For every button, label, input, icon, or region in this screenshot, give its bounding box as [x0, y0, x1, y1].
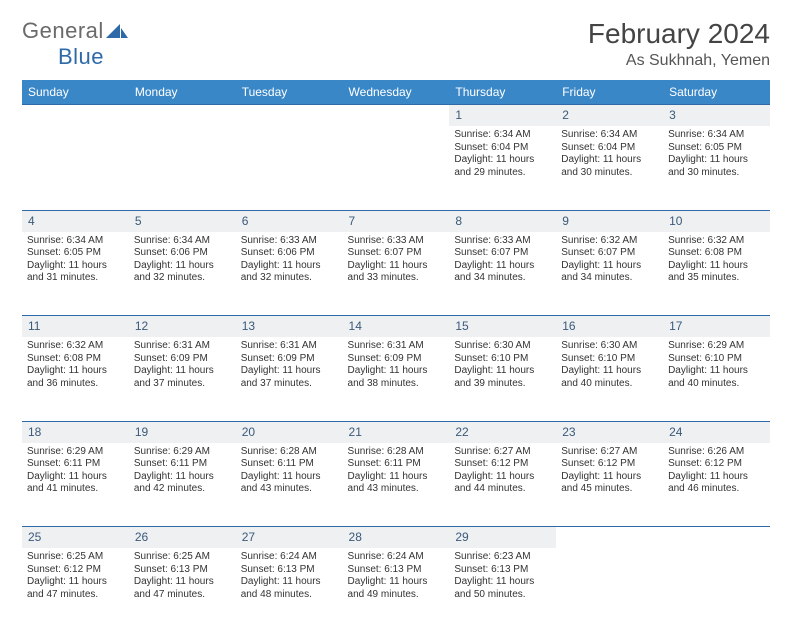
day-cell: Sunrise: 6:31 AMSunset: 6:09 PMDaylight:…: [129, 337, 236, 421]
weekday-header: Monday: [129, 80, 236, 105]
day-cell: Sunrise: 6:34 AMSunset: 6:05 PMDaylight:…: [22, 232, 129, 316]
weekday-header: Friday: [556, 80, 663, 105]
day-cell: [236, 126, 343, 210]
day-number: 18: [22, 421, 129, 443]
day-number: [663, 527, 770, 549]
day-number: [129, 105, 236, 127]
day-cell: Sunrise: 6:34 AMSunset: 6:04 PMDaylight:…: [556, 126, 663, 210]
day-number-row: 11121314151617: [22, 316, 770, 338]
day-cell: Sunrise: 6:33 AMSunset: 6:06 PMDaylight:…: [236, 232, 343, 316]
day-number: 1: [449, 105, 556, 127]
day-number: 10: [663, 210, 770, 232]
logo-text: General Blue: [22, 18, 128, 70]
day-cell: Sunrise: 6:32 AMSunset: 6:07 PMDaylight:…: [556, 232, 663, 316]
weekday-header: Wednesday: [343, 80, 450, 105]
day-cell: Sunrise: 6:32 AMSunset: 6:08 PMDaylight:…: [663, 232, 770, 316]
day-cell: Sunrise: 6:25 AMSunset: 6:12 PMDaylight:…: [22, 548, 129, 632]
day-content-row: Sunrise: 6:32 AMSunset: 6:08 PMDaylight:…: [22, 337, 770, 421]
day-cell: Sunrise: 6:25 AMSunset: 6:13 PMDaylight:…: [129, 548, 236, 632]
day-cell: Sunrise: 6:31 AMSunset: 6:09 PMDaylight:…: [236, 337, 343, 421]
weekday-header: Saturday: [663, 80, 770, 105]
day-cell: Sunrise: 6:28 AMSunset: 6:11 PMDaylight:…: [236, 443, 343, 527]
day-cell: Sunrise: 6:33 AMSunset: 6:07 PMDaylight:…: [449, 232, 556, 316]
weekday-header: Tuesday: [236, 80, 343, 105]
day-number: 15: [449, 316, 556, 338]
day-number: 26: [129, 527, 236, 549]
day-number: 22: [449, 421, 556, 443]
day-cell: [556, 548, 663, 632]
day-number: 9: [556, 210, 663, 232]
day-number: 19: [129, 421, 236, 443]
day-number: [236, 105, 343, 127]
day-cell: Sunrise: 6:29 AMSunset: 6:11 PMDaylight:…: [129, 443, 236, 527]
logo-sail-icon: [106, 18, 128, 32]
weekday-header-row: SundayMondayTuesdayWednesdayThursdayFrid…: [22, 80, 770, 105]
day-cell: Sunrise: 6:33 AMSunset: 6:07 PMDaylight:…: [343, 232, 450, 316]
day-number: 25: [22, 527, 129, 549]
day-number: [343, 105, 450, 127]
day-cell: Sunrise: 6:30 AMSunset: 6:10 PMDaylight:…: [556, 337, 663, 421]
month-title: February 2024: [588, 18, 770, 50]
day-number: 6: [236, 210, 343, 232]
day-cell: Sunrise: 6:34 AMSunset: 6:04 PMDaylight:…: [449, 126, 556, 210]
day-cell: Sunrise: 6:26 AMSunset: 6:12 PMDaylight:…: [663, 443, 770, 527]
day-content-row: Sunrise: 6:25 AMSunset: 6:12 PMDaylight:…: [22, 548, 770, 632]
calendar-table: SundayMondayTuesdayWednesdayThursdayFrid…: [22, 80, 770, 632]
day-number: 2: [556, 105, 663, 127]
day-number: 27: [236, 527, 343, 549]
day-number: 13: [236, 316, 343, 338]
day-number: 24: [663, 421, 770, 443]
day-number: 14: [343, 316, 450, 338]
day-number: 16: [556, 316, 663, 338]
day-number: 7: [343, 210, 450, 232]
day-number-row: 123: [22, 105, 770, 127]
day-cell: Sunrise: 6:30 AMSunset: 6:10 PMDaylight:…: [449, 337, 556, 421]
day-number: 20: [236, 421, 343, 443]
day-cell: Sunrise: 6:29 AMSunset: 6:11 PMDaylight:…: [22, 443, 129, 527]
day-number: 17: [663, 316, 770, 338]
day-number: 3: [663, 105, 770, 127]
logo-part2: Blue: [58, 44, 104, 69]
day-number: 4: [22, 210, 129, 232]
day-cell: Sunrise: 6:24 AMSunset: 6:13 PMDaylight:…: [343, 548, 450, 632]
logo: General Blue: [22, 18, 128, 70]
day-number: 12: [129, 316, 236, 338]
day-number-row: 45678910: [22, 210, 770, 232]
day-cell: Sunrise: 6:28 AMSunset: 6:11 PMDaylight:…: [343, 443, 450, 527]
day-content-row: Sunrise: 6:34 AMSunset: 6:05 PMDaylight:…: [22, 232, 770, 316]
day-cell: [343, 126, 450, 210]
day-cell: Sunrise: 6:34 AMSunset: 6:05 PMDaylight:…: [663, 126, 770, 210]
day-number: 28: [343, 527, 450, 549]
weekday-header: Sunday: [22, 80, 129, 105]
day-number: [556, 527, 663, 549]
weekday-header: Thursday: [449, 80, 556, 105]
day-cell: Sunrise: 6:27 AMSunset: 6:12 PMDaylight:…: [449, 443, 556, 527]
day-number: 23: [556, 421, 663, 443]
day-cell: Sunrise: 6:31 AMSunset: 6:09 PMDaylight:…: [343, 337, 450, 421]
day-content-row: Sunrise: 6:34 AMSunset: 6:04 PMDaylight:…: [22, 126, 770, 210]
day-cell: [129, 126, 236, 210]
day-cell: Sunrise: 6:34 AMSunset: 6:06 PMDaylight:…: [129, 232, 236, 316]
day-number-row: 2526272829: [22, 527, 770, 549]
day-number: [22, 105, 129, 127]
day-number: 11: [22, 316, 129, 338]
day-number: 5: [129, 210, 236, 232]
day-cell: Sunrise: 6:24 AMSunset: 6:13 PMDaylight:…: [236, 548, 343, 632]
day-number: 21: [343, 421, 450, 443]
calendar-body: 123Sunrise: 6:34 AMSunset: 6:04 PMDaylig…: [22, 105, 770, 632]
title-block: February 2024 As Sukhnah, Yemen: [588, 18, 770, 70]
day-number: 29: [449, 527, 556, 549]
location: As Sukhnah, Yemen: [588, 52, 770, 70]
day-cell: Sunrise: 6:27 AMSunset: 6:12 PMDaylight:…: [556, 443, 663, 527]
day-cell: Sunrise: 6:32 AMSunset: 6:08 PMDaylight:…: [22, 337, 129, 421]
day-cell: Sunrise: 6:23 AMSunset: 6:13 PMDaylight:…: [449, 548, 556, 632]
day-cell: [663, 548, 770, 632]
header: General Blue February 2024 As Sukhnah, Y…: [22, 18, 770, 70]
logo-part1: General: [22, 18, 104, 43]
day-cell: Sunrise: 6:29 AMSunset: 6:10 PMDaylight:…: [663, 337, 770, 421]
day-number: 8: [449, 210, 556, 232]
day-cell: [22, 126, 129, 210]
day-content-row: Sunrise: 6:29 AMSunset: 6:11 PMDaylight:…: [22, 443, 770, 527]
day-number-row: 18192021222324: [22, 421, 770, 443]
